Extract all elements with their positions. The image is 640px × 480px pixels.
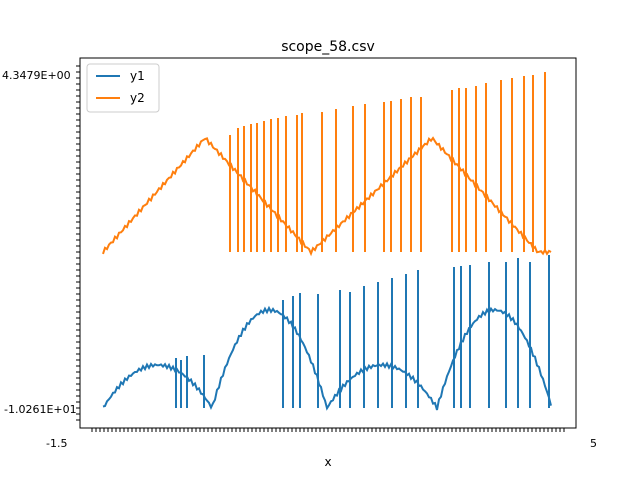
series-line-y2: [102, 136, 552, 257]
y-tick-label-top: 4.3479E+00: [2, 69, 71, 82]
legend-label-y1: y1: [130, 69, 145, 83]
series-line-y1: [102, 305, 552, 411]
plot-frame: [79, 57, 577, 429]
x-axis-ticks: [91, 428, 565, 432]
legend-box: [86, 63, 160, 113]
x-tick-label-right: 5: [590, 437, 597, 450]
y-tick-label-bottom: -1.0261E+01: [4, 403, 77, 416]
legend: y1 y2: [86, 63, 160, 113]
legend-label-y2: y2: [130, 91, 145, 105]
x-axis-label: x: [324, 455, 331, 469]
series-layer: [102, 72, 552, 411]
x-tick-label-left: -1.5: [46, 437, 67, 450]
y-axis-ticks: [76, 65, 80, 421]
chart-title: scope_58.csv: [281, 39, 375, 55]
